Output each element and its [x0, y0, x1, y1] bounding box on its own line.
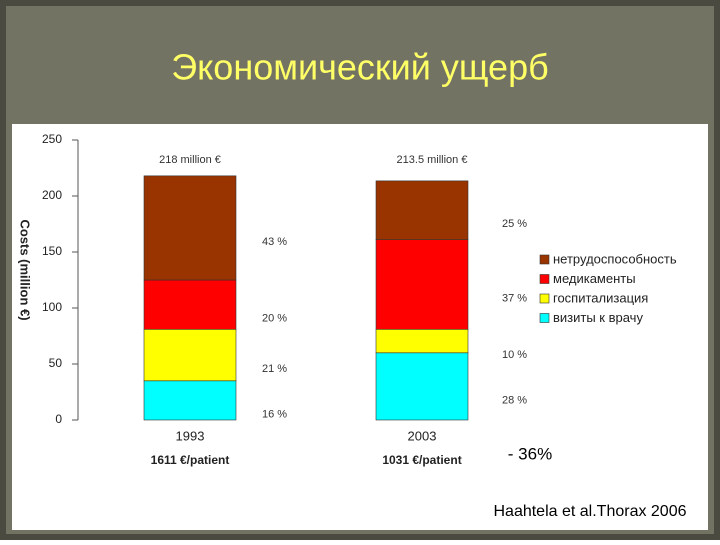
bar-segment — [375, 180, 469, 240]
bar-segment — [143, 380, 237, 421]
share-label: 16 % — [262, 408, 287, 420]
share-label: 28 % — [502, 394, 527, 406]
share-label: 25 % — [502, 218, 527, 230]
bar-segment — [375, 328, 469, 354]
y-tick-label: 50 — [49, 356, 63, 370]
legend-swatch — [539, 313, 550, 323]
y-tick-label: 100 — [42, 300, 62, 314]
bar-segment — [143, 328, 237, 382]
share-label: 43 % — [262, 236, 287, 248]
category-sublabel: 1031 €/patient — [382, 453, 461, 467]
total-label: 218 million € — [159, 154, 221, 166]
share-label: 20 % — [262, 313, 287, 325]
share-label: 37 % — [502, 292, 527, 304]
y-tick-label: 0 — [55, 412, 62, 426]
share-label: 21 % — [262, 363, 287, 375]
chart-panel — [12, 124, 708, 530]
legend-label: медикаменты — [553, 271, 636, 286]
legend-swatch — [539, 293, 550, 304]
slide-title: Экономический ущерб — [171, 47, 548, 88]
annotation: - 36% — [508, 444, 552, 463]
x-tick-label: 2003 — [408, 428, 437, 443]
x-tick-label: 1993 — [176, 428, 205, 443]
y-axis-label: Costs (million €) — [18, 219, 33, 320]
share-label: 10 % — [502, 349, 527, 361]
legend-label: госпитализация — [553, 290, 648, 305]
source: Haahtela et al.Thorax 2006 — [493, 503, 686, 520]
bar-segment — [143, 175, 237, 281]
bar-segment — [375, 352, 469, 421]
y-tick-label: 150 — [42, 244, 62, 258]
y-tick-label: 250 — [42, 132, 62, 146]
bar-segment — [375, 239, 469, 330]
legend-swatch — [539, 254, 550, 265]
legend-label: визиты к врачу — [553, 310, 643, 325]
bar-segment — [143, 279, 237, 330]
legend-label: нетрудоспособность — [553, 251, 677, 266]
category-sublabel: 1611 €/patient — [151, 453, 230, 467]
total-label: 213.5 million € — [397, 154, 468, 166]
legend-swatch — [539, 274, 550, 284]
y-tick-label: 200 — [42, 188, 62, 202]
